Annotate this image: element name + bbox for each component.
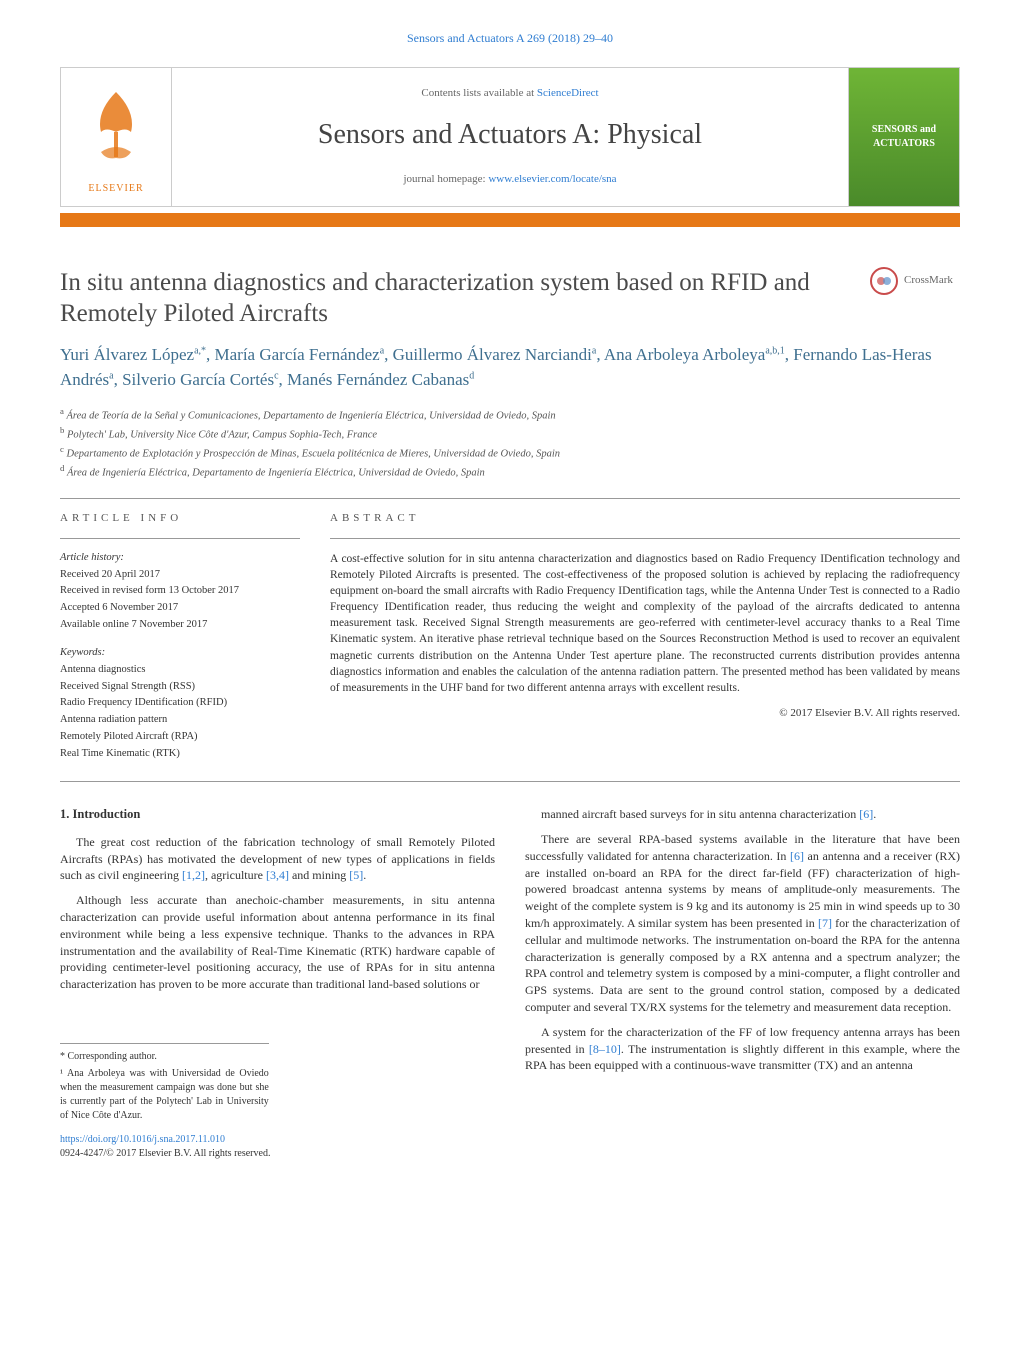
ref-link[interactable]: [7]	[818, 916, 832, 930]
citation-line: Sensors and Actuators A 269 (2018) 29–40	[60, 30, 960, 47]
contents-prefix: Contents lists available at	[421, 87, 536, 99]
journal-cover-thumbnail: SENSORS and ACTUATORS	[849, 68, 959, 206]
ref-link[interactable]: [1,2]	[182, 868, 205, 882]
abstract-copyright: © 2017 Elsevier B.V. All rights reserved…	[330, 706, 960, 721]
article-info-heading: article info	[60, 511, 300, 526]
journal-name: Sensors and Actuators A: Physical	[318, 115, 702, 154]
homepage-prefix: journal homepage:	[403, 173, 488, 185]
accent-bar	[60, 213, 960, 227]
divider	[60, 538, 300, 539]
affiliations-list: a Área de Teoría de la Señal y Comunicac…	[60, 405, 960, 482]
keywords-label: Keywords:	[60, 646, 300, 661]
keyword-line: Real Time Kinematic (RTK)	[60, 747, 300, 762]
article-title: In situ antenna diagnostics and characte…	[60, 267, 850, 330]
homepage-line: journal homepage: www.elsevier.com/locat…	[403, 172, 616, 187]
keyword-line: Radio Frequency IDentification (RFID)	[60, 696, 300, 711]
footnotes-block: * Corresponding author. ¹ Ana Arboleya w…	[60, 1043, 269, 1123]
affiliation-line: c Departamento de Explotación y Prospecc…	[60, 443, 960, 462]
footnote-1: ¹ Ana Arboleya was with Universidad de O…	[60, 1067, 269, 1123]
affiliation-line: a Área de Teoría de la Señal y Comunicac…	[60, 405, 960, 424]
sciencedirect-link[interactable]: ScienceDirect	[537, 87, 599, 99]
publisher-logo: ELSEVIER	[61, 68, 171, 206]
history-line: Received 20 April 2017	[60, 568, 300, 583]
cover-text-1: SENSORS and	[872, 123, 936, 137]
divider-wide	[60, 781, 960, 782]
body-paragraph: manned aircraft based surveys for in sit…	[525, 806, 960, 823]
publisher-logo-text: ELSEVIER	[76, 182, 156, 196]
issn-copyright: 0924-4247/© 2017 Elsevier B.V. All right…	[60, 1148, 270, 1159]
body-paragraph: Although less accurate than anechoic-cha…	[60, 892, 495, 993]
history-line: Accepted 6 November 2017	[60, 601, 300, 616]
cover-text-2: ACTUATORS	[873, 137, 935, 151]
crossmark-label: CrossMark	[904, 273, 953, 288]
authors-list: Yuri Álvarez Lópeza,*, María García Fern…	[60, 343, 960, 392]
keyword-line: Received Signal Strength (RSS)	[60, 680, 300, 695]
ref-link[interactable]: [6]	[790, 849, 804, 863]
keyword-line: Antenna diagnostics	[60, 663, 300, 678]
doi-block: https://doi.org/10.1016/j.sna.2017.11.01…	[60, 1133, 495, 1161]
ref-link[interactable]: [3,4]	[266, 868, 289, 882]
affiliation-line: b Polytech' Lab, University Nice Côte d'…	[60, 424, 960, 443]
contents-line: Contents lists available at ScienceDirec…	[421, 86, 598, 101]
body-paragraph: There are several RPA-based systems avai…	[525, 831, 960, 1016]
ref-link[interactable]: [5]	[349, 868, 363, 882]
affiliation-line: d Área de Ingeniería Eléctrica, Departam…	[60, 462, 960, 481]
keyword-line: Antenna radiation pattern	[60, 713, 300, 728]
article-info-block: article info Article history: Received 2…	[60, 511, 300, 764]
abstract-block: abstract A cost-effective solution for i…	[330, 511, 960, 764]
history-line: Available online 7 November 2017	[60, 618, 300, 633]
journal-header-box: ELSEVIER Contents lists available at Sci…	[60, 67, 960, 207]
abstract-text: A cost-effective solution for in situ an…	[330, 551, 960, 696]
elsevier-tree-icon	[76, 77, 156, 177]
left-column: 1. Introduction The great cost reduction…	[60, 806, 495, 1161]
ref-link[interactable]: [8–10]	[589, 1042, 621, 1056]
right-column: manned aircraft based surveys for in sit…	[525, 806, 960, 1161]
header-center: Contents lists available at ScienceDirec…	[171, 68, 849, 206]
divider	[60, 498, 960, 499]
history-label: Article history:	[60, 551, 300, 566]
keyword-line: Remotely Piloted Aircraft (RPA)	[60, 730, 300, 745]
divider	[330, 538, 960, 539]
section-heading: 1. Introduction	[60, 806, 495, 824]
body-paragraph: A system for the characterization of the…	[525, 1024, 960, 1074]
doi-link[interactable]: https://doi.org/10.1016/j.sna.2017.11.01…	[60, 1134, 225, 1145]
crossmark-badge[interactable]: CrossMark	[870, 267, 960, 295]
history-line: Received in revised form 13 October 2017	[60, 584, 300, 599]
abstract-heading: abstract	[330, 511, 960, 526]
ref-link[interactable]: [6]	[859, 807, 873, 821]
body-columns: 1. Introduction The great cost reduction…	[60, 806, 960, 1161]
corresponding-author-note: * Corresponding author.	[60, 1050, 269, 1064]
homepage-link[interactable]: www.elsevier.com/locate/sna	[488, 173, 616, 185]
citation-link[interactable]: Sensors and Actuators A 269 (2018) 29–40	[407, 31, 613, 45]
crossmark-icon	[870, 267, 898, 295]
body-paragraph: The great cost reduction of the fabricat…	[60, 834, 495, 884]
